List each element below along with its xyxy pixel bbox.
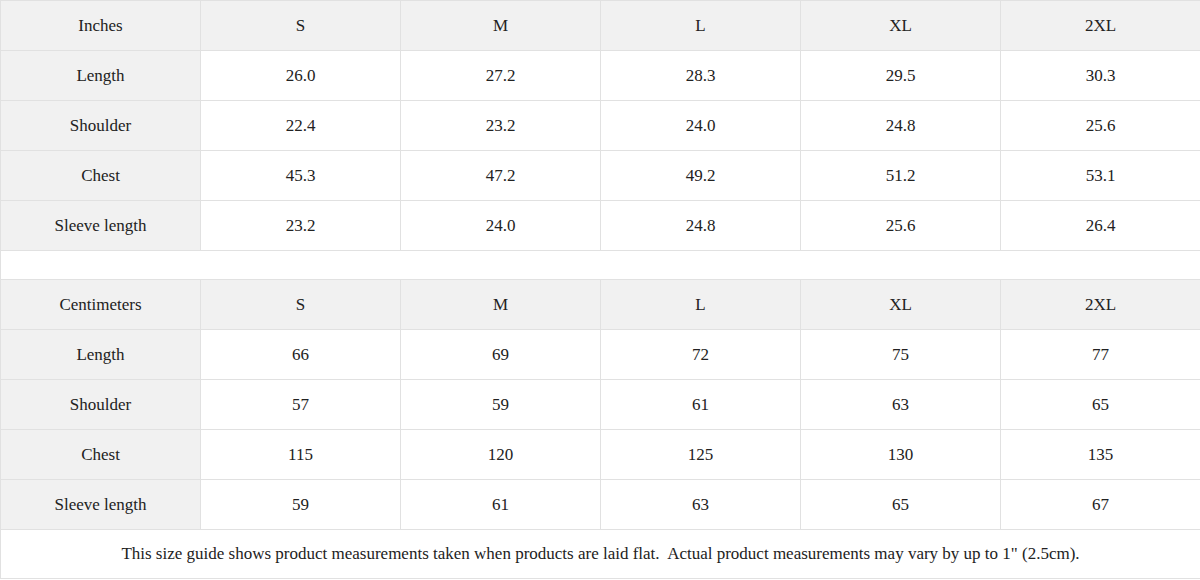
value-cell: 67 (1001, 480, 1200, 530)
size-header-cell-2xl: 2XL (1001, 280, 1200, 330)
value-cell: 25.6 (801, 201, 1001, 251)
size-header-cell-xl: XL (801, 280, 1001, 330)
row-label-cell: Shoulder (1, 380, 201, 430)
unit-header-cell-centimeters: Centimeters (1, 280, 201, 330)
table-row: Sleeve length 23.2 24.0 24.8 25.6 26.4 (1, 201, 1200, 251)
value-cell: 115 (201, 430, 401, 480)
table-row: Shoulder 22.4 23.2 24.0 24.8 25.6 (1, 101, 1200, 151)
value-cell: 29.5 (801, 51, 1001, 101)
size-header-cell-s: S (201, 1, 401, 51)
row-label-cell: Shoulder (1, 101, 201, 151)
value-cell: 77 (1001, 330, 1200, 380)
row-label-cell: Sleeve length (1, 480, 201, 530)
value-cell: 72 (601, 330, 801, 380)
size-header-cell-xl: XL (801, 1, 1001, 51)
value-cell: 22.4 (201, 101, 401, 151)
value-cell: 26.4 (1001, 201, 1200, 251)
table-row: Length 26.0 27.2 28.3 29.5 30.3 (1, 51, 1200, 101)
value-cell: 61 (401, 480, 601, 530)
value-cell: 24.0 (401, 201, 601, 251)
unit-header-cell-inches: Inches (1, 1, 201, 51)
value-cell: 28.3 (601, 51, 801, 101)
value-cell: 65 (801, 480, 1001, 530)
size-header-cell-s: S (201, 280, 401, 330)
value-cell: 26.0 (201, 51, 401, 101)
spacer-row (1, 251, 1200, 280)
value-cell: 69 (401, 330, 601, 380)
table-row: Shoulder 57 59 61 63 65 (1, 380, 1200, 430)
table-row: Chest 115 120 125 130 135 (1, 430, 1200, 480)
value-cell: 51.2 (801, 151, 1001, 201)
value-cell: 75 (801, 330, 1001, 380)
value-cell: 25.6 (1001, 101, 1200, 151)
table-row: Chest 45.3 47.2 49.2 51.2 53.1 (1, 151, 1200, 201)
value-cell: 57 (201, 380, 401, 430)
value-cell: 59 (201, 480, 401, 530)
value-cell: 24.8 (601, 201, 801, 251)
table-row: Length 66 69 72 75 77 (1, 330, 1200, 380)
value-cell: 63 (801, 380, 1001, 430)
value-cell: 24.8 (801, 101, 1001, 151)
value-cell: 66 (201, 330, 401, 380)
value-cell: 49.2 (601, 151, 801, 201)
value-cell: 125 (601, 430, 801, 480)
value-cell: 27.2 (401, 51, 601, 101)
size-header-cell-l: L (601, 280, 801, 330)
value-cell: 135 (1001, 430, 1200, 480)
value-cell: 47.2 (401, 151, 601, 201)
value-cell: 53.1 (1001, 151, 1200, 201)
value-cell: 23.2 (401, 101, 601, 151)
size-header-cell-m: M (401, 1, 601, 51)
value-cell: 24.0 (601, 101, 801, 151)
value-cell: 65 (1001, 380, 1200, 430)
value-cell: 30.3 (1001, 51, 1200, 101)
centimeters-header-row: Centimeters S M L XL 2XL (1, 280, 1200, 330)
table-row: Sleeve length 59 61 63 65 67 (1, 480, 1200, 530)
row-label-cell: Sleeve length (1, 201, 201, 251)
size-guide-table: Inches S M L XL 2XL Length 26.0 27.2 28.… (0, 0, 1200, 579)
size-header-cell-2xl: 2XL (1001, 1, 1200, 51)
value-cell: 130 (801, 430, 1001, 480)
value-cell: 45.3 (201, 151, 401, 201)
spacer-cell (1, 251, 1200, 280)
size-header-cell-l: L (601, 1, 801, 51)
row-label-cell: Chest (1, 430, 201, 480)
footer-row: This size guide shows product measuremen… (1, 530, 1200, 579)
value-cell: 63 (601, 480, 801, 530)
row-label-cell: Length (1, 51, 201, 101)
value-cell: 120 (401, 430, 601, 480)
value-cell: 61 (601, 380, 801, 430)
inches-header-row: Inches S M L XL 2XL (1, 1, 1200, 51)
size-guide-note: This size guide shows product measuremen… (1, 530, 1200, 579)
size-header-cell-m: M (401, 280, 601, 330)
row-label-cell: Length (1, 330, 201, 380)
value-cell: 23.2 (201, 201, 401, 251)
row-label-cell: Chest (1, 151, 201, 201)
value-cell: 59 (401, 380, 601, 430)
